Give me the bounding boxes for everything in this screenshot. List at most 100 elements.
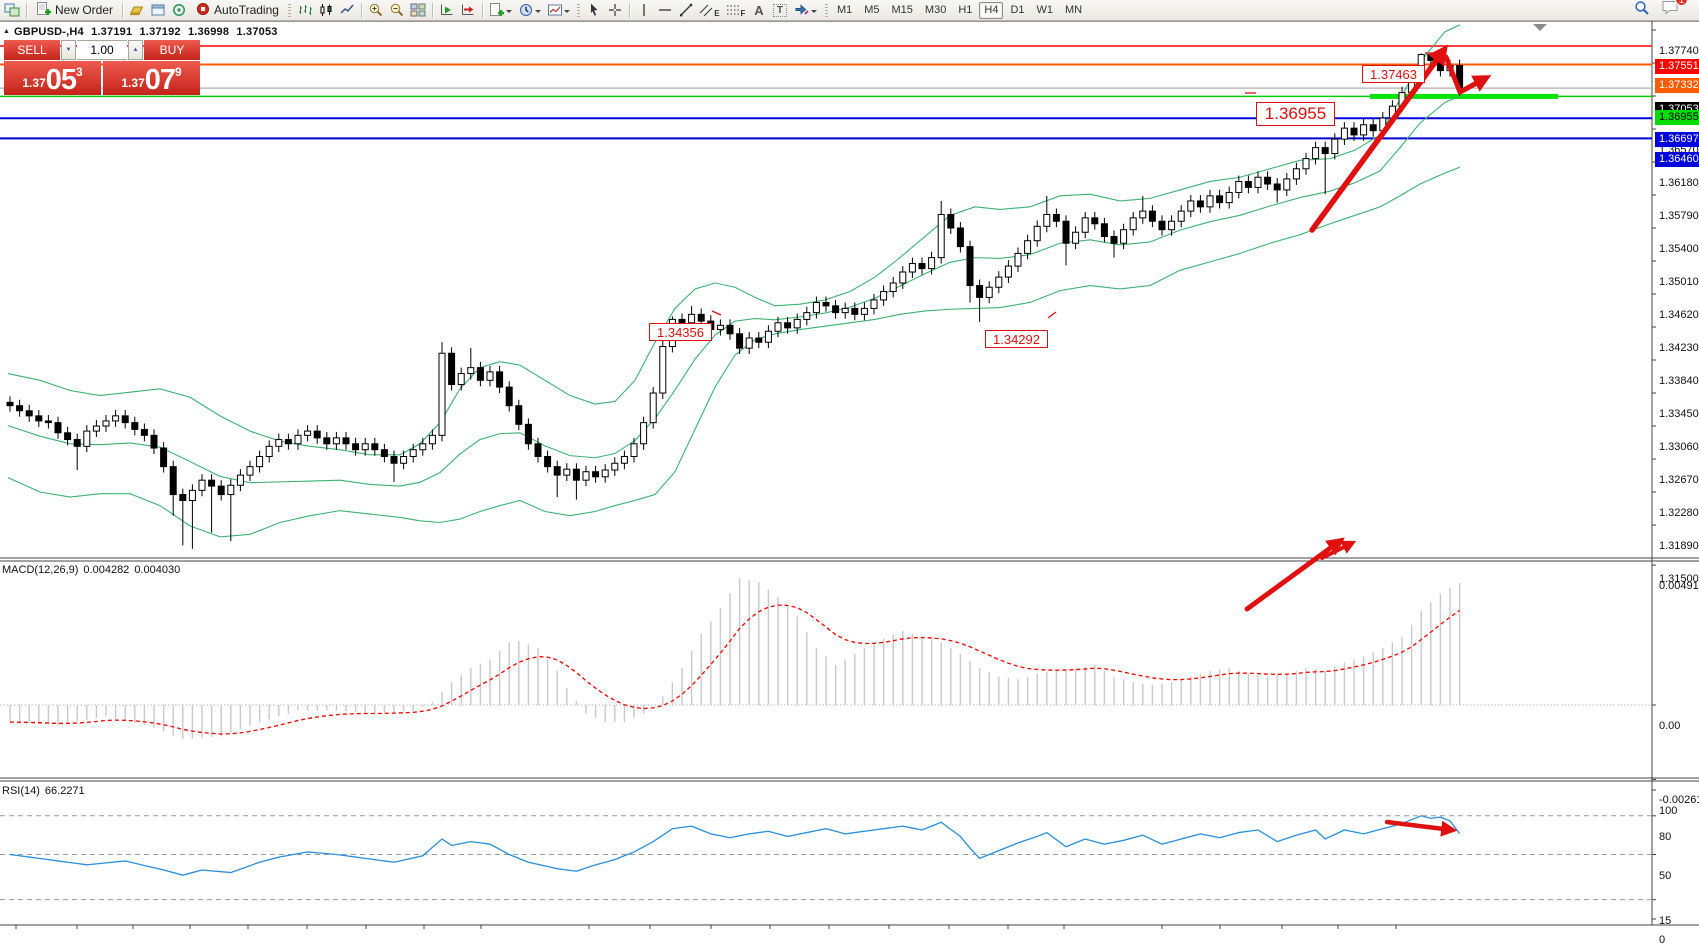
horizontal-line-tool-icon[interactable]: [655, 1, 675, 19]
drag-handle: [287, 3, 291, 17]
macd-indicator-label: MACD(12,26,9) 0.004282 0.004030: [2, 564, 185, 576]
price-axis-label: 1.31500: [1659, 573, 1699, 586]
periodicity-dropdown[interactable]: [516, 1, 544, 19]
one-click-trading-panel: SELL ▼ 1.00 ▲ BUY 1.37 05 3 1.37 07 9: [4, 40, 200, 95]
channel-tool-icon[interactable]: E: [697, 1, 721, 19]
candlestick-chart-icon[interactable]: [316, 1, 336, 19]
rsi-axis-label: 100: [1659, 805, 1678, 817]
chevron-down-icon: [506, 9, 513, 16]
bollinger-bands: [7, 24, 1461, 538]
new-chart-dropdown[interactable]: [487, 1, 515, 19]
autotrading-button[interactable]: AutoTrading: [190, 1, 284, 19]
price-annotation-label[interactable]: 1.36955: [1256, 102, 1335, 126]
timeframe-button-MN[interactable]: MN: [1065, 4, 1083, 16]
cursor-tool-icon[interactable]: [584, 1, 604, 19]
price-axis-badge: 1.36460: [1655, 151, 1699, 167]
toolbar-right: 1: [1633, 0, 1697, 22]
new-order-icon: [36, 1, 52, 20]
timeframe-button-H4[interactable]: H4: [979, 1, 1004, 19]
drag-handle: [824, 3, 828, 17]
timeframe-button-M15[interactable]: M15: [891, 4, 913, 16]
bar-chart-icon[interactable]: [295, 1, 315, 19]
horizontal-level-lines[interactable]: [0, 45, 1652, 140]
text-tool-letter: A: [754, 2, 764, 18]
collapse-quote-panel-icon[interactable]: ▲: [3, 28, 10, 35]
chart-shift-marker[interactable]: [1533, 24, 1547, 31]
crosshair-tool-icon[interactable]: [605, 1, 625, 19]
timeframe-bar: M1 M5 M15 M30 H1 H4 D1 W1 MN: [832, 1, 1087, 19]
rsi-name: RSI(14): [2, 785, 40, 797]
price-annotation-label[interactable]: 1.34292: [985, 330, 1048, 348]
price-axis-label: 1.34620: [1659, 309, 1699, 321]
chat-icon[interactable]: 1: [1661, 0, 1688, 21]
support-zone-band[interactable]: [1370, 93, 1558, 99]
price-axis-label: 1.33840: [1659, 375, 1699, 388]
separator: [628, 2, 630, 18]
macd-axis-label: 0.00: [1659, 720, 1681, 732]
arrows-tool-dropdown[interactable]: [791, 1, 821, 19]
timeframe-button-D1[interactable]: D1: [1010, 4, 1025, 16]
vertical-line-tool-icon[interactable]: [634, 1, 654, 19]
zoom-in-icon[interactable]: [366, 1, 386, 19]
sell-button[interactable]: SELL: [4, 40, 60, 60]
sell-price-button[interactable]: 1.37 05 3: [4, 61, 101, 95]
text-label-tool-icon[interactable]: T: [770, 1, 790, 19]
price-axis-badge: 1.36697: [1655, 131, 1699, 147]
auto-scroll-icon[interactable]: [437, 1, 457, 19]
price-axis-label: 1.37740: [1659, 45, 1699, 57]
rsi-axis-label: 80: [1659, 830, 1672, 843]
price-annotation-label[interactable]: 1.37463: [1362, 65, 1425, 83]
timeframe-button-H1[interactable]: H1: [958, 4, 973, 16]
timeframe-button-W1[interactable]: W1: [1036, 4, 1054, 16]
price-axis-label: 1.32280: [1659, 507, 1699, 520]
timeframe-button-M5[interactable]: M5: [864, 4, 880, 16]
bar-high: 1.37192: [139, 26, 181, 38]
buy-price-button[interactable]: 1.37 07 9: [103, 61, 200, 95]
chart-area[interactable]: ▲ GBPUSD-,H4 1.37191 1.37192 1.36998 1.3…: [0, 21, 1699, 944]
market-watch-icon[interactable]: [127, 1, 147, 19]
price-axis-badge: 1.37332: [1655, 78, 1699, 94]
new-order-button[interactable]: New Order: [31, 1, 118, 19]
bid-big-digits: 05: [45, 64, 77, 96]
rsi-axis-label: 15: [1659, 914, 1672, 927]
navigator-icon[interactable]: [169, 1, 189, 19]
bar-open: 1.37191: [91, 26, 133, 38]
line-chart-icon[interactable]: [337, 1, 357, 19]
autotrading-icon: [195, 1, 211, 20]
trendline-tool-icon[interactable]: [676, 1, 696, 19]
data-window-icon[interactable]: [148, 1, 168, 19]
annotation-arrows[interactable]: [711, 44, 1492, 837]
template-dropdown[interactable]: [545, 1, 573, 19]
lot-size-input[interactable]: 1.00: [77, 40, 127, 60]
macd-axis-label: -0.002612: [1659, 794, 1699, 807]
text-label-tool-letter: T: [772, 3, 787, 17]
fibonacci-tool-icon[interactable]: F: [722, 1, 748, 19]
chart-shift-icon[interactable]: [458, 1, 478, 19]
new-order-label: New Order: [55, 3, 114, 17]
lot-decrease-stepper[interactable]: ▼: [61, 40, 76, 60]
lot-increase-stepper[interactable]: ▲: [128, 40, 143, 60]
toolbar: New Order AutoTrading: [0, 0, 1699, 21]
tile-windows-icon[interactable]: [408, 1, 428, 19]
timeframe-button-M1[interactable]: M1: [836, 4, 853, 16]
separator: [122, 2, 124, 18]
buy-button[interactable]: BUY: [144, 40, 200, 60]
price-axis-badge: 1.37551: [1655, 59, 1699, 75]
charts-toggle-icon[interactable]: [2, 1, 22, 19]
separator: [26, 2, 27, 18]
bid-prefix: 1.37: [22, 76, 46, 90]
zoom-out-icon[interactable]: [387, 1, 407, 19]
separator: [360, 2, 362, 18]
drag-handle: [576, 3, 580, 17]
price-annotation-label[interactable]: 1.34356: [649, 323, 712, 341]
price-axis-label: 1.35400: [1659, 243, 1699, 255]
timeframe-button-M30[interactable]: M30: [924, 4, 947, 16]
ask-prefix: 1.37: [121, 76, 145, 90]
text-tool-icon[interactable]: A: [749, 1, 769, 19]
price-axis-label: 1.35790: [1659, 210, 1699, 222]
chart-ohlc-header: GBPUSD-,H4 1.37191 1.37192 1.36998 1.370…: [14, 26, 282, 38]
rsi-indicator-label: RSI(14) 66.2271: [2, 785, 90, 797]
search-icon[interactable]: [1633, 0, 1651, 22]
chevron-down-icon: [811, 9, 818, 16]
macd-pane: [0, 578, 1652, 740]
